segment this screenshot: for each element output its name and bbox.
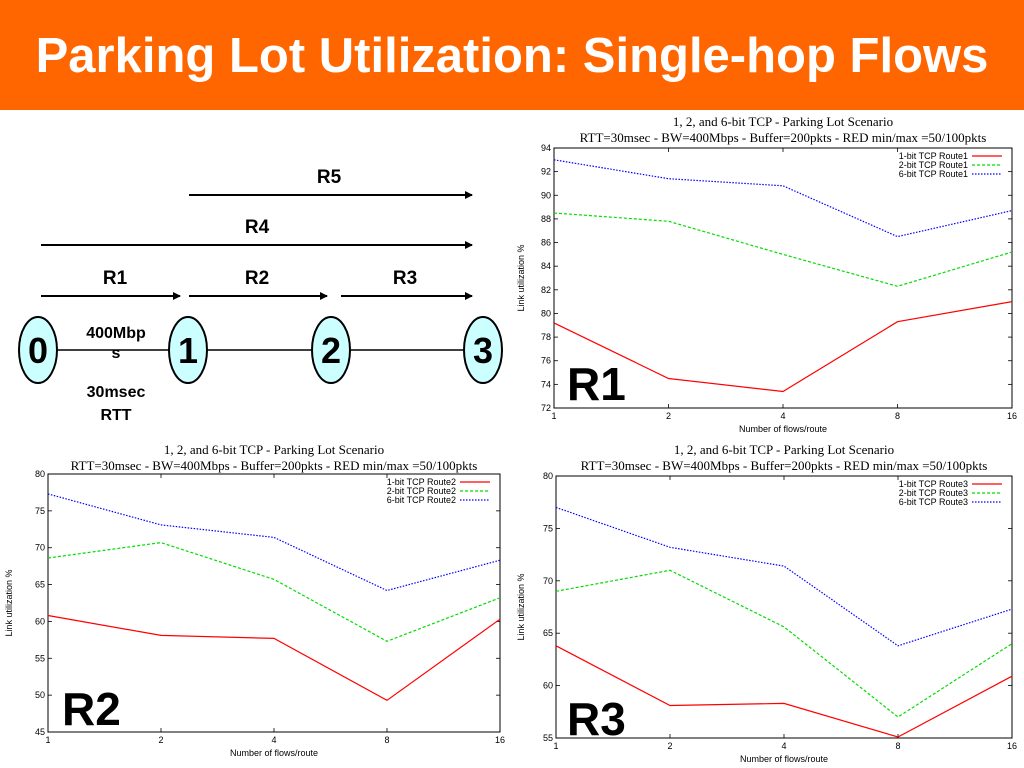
y-tick-label: 50 bbox=[35, 690, 45, 700]
y-tick-label: 74 bbox=[541, 379, 551, 389]
chart-subtitle: RTT=30msec - BW=400Mbps - Buffer=200pkts… bbox=[71, 458, 478, 473]
legend-entry: 2-bit TCP Route3 bbox=[899, 488, 968, 498]
title-bar: Parking Lot Utilization: Single-hop Flow… bbox=[0, 0, 1024, 110]
link-rtt-label-line1: 30msec bbox=[87, 384, 146, 401]
chart-svg-r1: 1, 2, and 6-bit TCP - Parking Lot Scenar… bbox=[516, 114, 1017, 434]
series-line-1 bbox=[555, 645, 1013, 738]
series-line-2 bbox=[47, 541, 501, 642]
route-label-r3: R3 bbox=[393, 268, 417, 289]
x-tick-label: 8 bbox=[384, 735, 389, 745]
legend-entry: 2-bit TCP Route2 bbox=[387, 486, 456, 496]
series-line-3 bbox=[47, 493, 501, 592]
x-tick-label: 4 bbox=[271, 735, 276, 745]
link-rtt-label-line2: RTT bbox=[100, 407, 131, 424]
link-bandwidth-label-line2: s bbox=[112, 345, 121, 362]
panel-label-r1: R1 bbox=[567, 358, 626, 410]
x-tick-label: 2 bbox=[666, 411, 671, 421]
x-tick-label: 16 bbox=[1007, 741, 1017, 751]
svg-text:2: 2 bbox=[321, 330, 341, 371]
svg-text:1: 1 bbox=[178, 330, 198, 371]
route-label-r4: R4 bbox=[245, 217, 270, 238]
node-3: 3 bbox=[463, 316, 503, 384]
y-tick-label: 72 bbox=[541, 403, 551, 413]
x-tick-label: 8 bbox=[895, 411, 900, 421]
y-axis-label: Link utilization % bbox=[516, 244, 526, 311]
x-tick-label: 1 bbox=[553, 741, 558, 751]
x-tick-label: 4 bbox=[781, 741, 786, 751]
series-line-2 bbox=[553, 212, 1013, 287]
y-tick-label: 86 bbox=[541, 238, 551, 248]
chart-subtitle: RTT=30msec - BW=400Mbps - Buffer=200pkts… bbox=[581, 458, 988, 473]
x-tick-label: 16 bbox=[1007, 411, 1017, 421]
legend-entry: 2-bit TCP Route1 bbox=[899, 160, 968, 170]
y-tick-label: 55 bbox=[543, 733, 553, 743]
y-tick-label: 70 bbox=[543, 576, 553, 586]
y-tick-label: 84 bbox=[541, 261, 551, 271]
route-label-r5: R5 bbox=[317, 167, 342, 188]
x-tick-label: 16 bbox=[495, 735, 505, 745]
x-axis-label: Number of flows/route bbox=[740, 754, 828, 764]
y-tick-label: 80 bbox=[541, 308, 551, 318]
legend-entry: 6-bit TCP Route3 bbox=[899, 497, 968, 507]
y-tick-label: 90 bbox=[541, 190, 551, 200]
y-tick-label: 92 bbox=[541, 167, 551, 177]
svg-text:3: 3 bbox=[473, 330, 493, 371]
x-tick-label: 4 bbox=[780, 411, 785, 421]
y-tick-label: 60 bbox=[35, 616, 45, 626]
x-tick-label: 2 bbox=[158, 735, 163, 745]
series-line-2 bbox=[555, 569, 1013, 718]
y-tick-label: 80 bbox=[35, 469, 45, 479]
x-tick-label: 1 bbox=[45, 735, 50, 745]
series-line-3 bbox=[555, 506, 1013, 647]
panel-label-r2: R2 bbox=[62, 683, 121, 735]
parking-lot-diagram: R5 R4 R1 R2 R3 0 1 2 3 bbox=[0, 110, 512, 440]
y-tick-label: 75 bbox=[543, 523, 553, 533]
node-0: 0 bbox=[18, 316, 58, 384]
legend-entry: 1-bit TCP Route2 bbox=[387, 477, 456, 487]
link-bandwidth-label-line1: 400Mbp bbox=[86, 325, 146, 342]
x-tick-label: 1 bbox=[551, 411, 556, 421]
node-2: 2 bbox=[311, 316, 351, 384]
y-tick-label: 82 bbox=[541, 285, 551, 295]
y-tick-label: 45 bbox=[35, 727, 45, 737]
legend-entry: 6-bit TCP Route2 bbox=[387, 495, 456, 505]
chart-panel-r3: 1, 2, and 6-bit TCP - Parking Lot Scenar… bbox=[512, 440, 1024, 768]
panel-label-r3: R3 bbox=[567, 693, 626, 745]
route-label-r1: R1 bbox=[103, 268, 128, 289]
y-tick-label: 80 bbox=[543, 471, 553, 481]
chart-title: 1, 2, and 6-bit TCP - Parking Lot Scenar… bbox=[674, 442, 894, 457]
x-axis-label: Number of flows/route bbox=[739, 424, 827, 434]
y-tick-label: 94 bbox=[541, 143, 551, 153]
y-tick-label: 70 bbox=[35, 543, 45, 553]
y-axis-label: Link utilization % bbox=[4, 569, 14, 636]
y-tick-label: 76 bbox=[541, 356, 551, 366]
y-tick-label: 88 bbox=[541, 214, 551, 224]
chart-title: 1, 2, and 6-bit TCP - Parking Lot Scenar… bbox=[673, 114, 893, 129]
legend-entry: 1-bit TCP Route3 bbox=[899, 479, 968, 489]
y-tick-label: 65 bbox=[35, 580, 45, 590]
node-1: 1 bbox=[168, 316, 208, 384]
y-tick-label: 65 bbox=[543, 628, 553, 638]
route-label-r2: R2 bbox=[245, 268, 269, 289]
x-tick-label: 8 bbox=[895, 741, 900, 751]
series-line-1 bbox=[47, 614, 501, 702]
y-tick-label: 60 bbox=[543, 681, 553, 691]
legend-entry: 6-bit TCP Route1 bbox=[899, 169, 968, 179]
chart-subtitle: RTT=30msec - BW=400Mbps - Buffer=200pkts… bbox=[580, 130, 987, 145]
chart-title: 1, 2, and 6-bit TCP - Parking Lot Scenar… bbox=[164, 442, 384, 457]
chart-panel-r2: 1, 2, and 6-bit TCP - Parking Lot Scenar… bbox=[0, 440, 512, 768]
series-line-1 bbox=[553, 301, 1013, 393]
chart-svg-r2: 1, 2, and 6-bit TCP - Parking Lot Scenar… bbox=[4, 442, 505, 758]
legend-entry: 1-bit TCP Route1 bbox=[899, 151, 968, 161]
chart-svg-r3: 1, 2, and 6-bit TCP - Parking Lot Scenar… bbox=[516, 442, 1017, 764]
svg-text:0: 0 bbox=[28, 330, 48, 371]
y-axis-label: Link utilization % bbox=[516, 573, 526, 640]
x-axis-label: Number of flows/route bbox=[230, 748, 318, 758]
y-tick-label: 78 bbox=[541, 332, 551, 342]
y-tick-label: 55 bbox=[35, 653, 45, 663]
slide-title: Parking Lot Utilization: Single-hop Flow… bbox=[35, 29, 989, 83]
x-tick-label: 2 bbox=[667, 741, 672, 751]
y-tick-label: 75 bbox=[35, 506, 45, 516]
chart-panel-r1: 1, 2, and 6-bit TCP - Parking Lot Scenar… bbox=[512, 112, 1024, 440]
